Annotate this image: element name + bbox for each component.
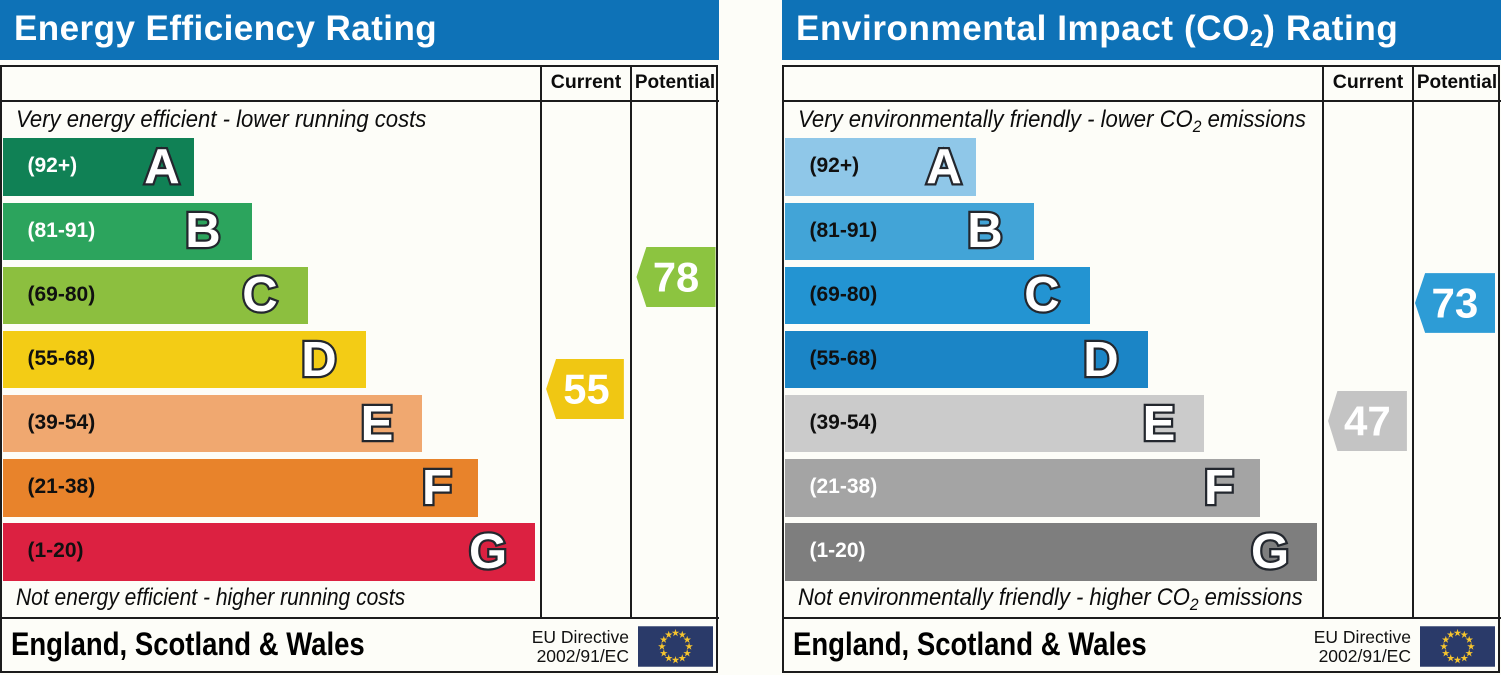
- svg-text:D: D: [301, 333, 336, 387]
- svg-text:C: C: [1024, 268, 1059, 322]
- svg-text:78: 78: [652, 253, 698, 300]
- svg-text:C: C: [242, 268, 277, 322]
- svg-text:55: 55: [563, 365, 609, 412]
- svg-text:F: F: [1204, 461, 1234, 515]
- svg-text:B: B: [968, 204, 1003, 258]
- svg-text:A: A: [144, 140, 179, 194]
- svg-text:F: F: [422, 461, 452, 515]
- svg-text:A: A: [926, 140, 961, 194]
- svg-text:73: 73: [1431, 279, 1478, 326]
- svg-text:G: G: [1251, 525, 1289, 579]
- svg-text:D: D: [1083, 333, 1118, 387]
- svg-text:G: G: [469, 525, 507, 579]
- svg-text:47: 47: [1344, 398, 1391, 445]
- svg-text:E: E: [1143, 397, 1176, 451]
- svg-text:B: B: [186, 204, 221, 258]
- svg-text:E: E: [361, 397, 394, 451]
